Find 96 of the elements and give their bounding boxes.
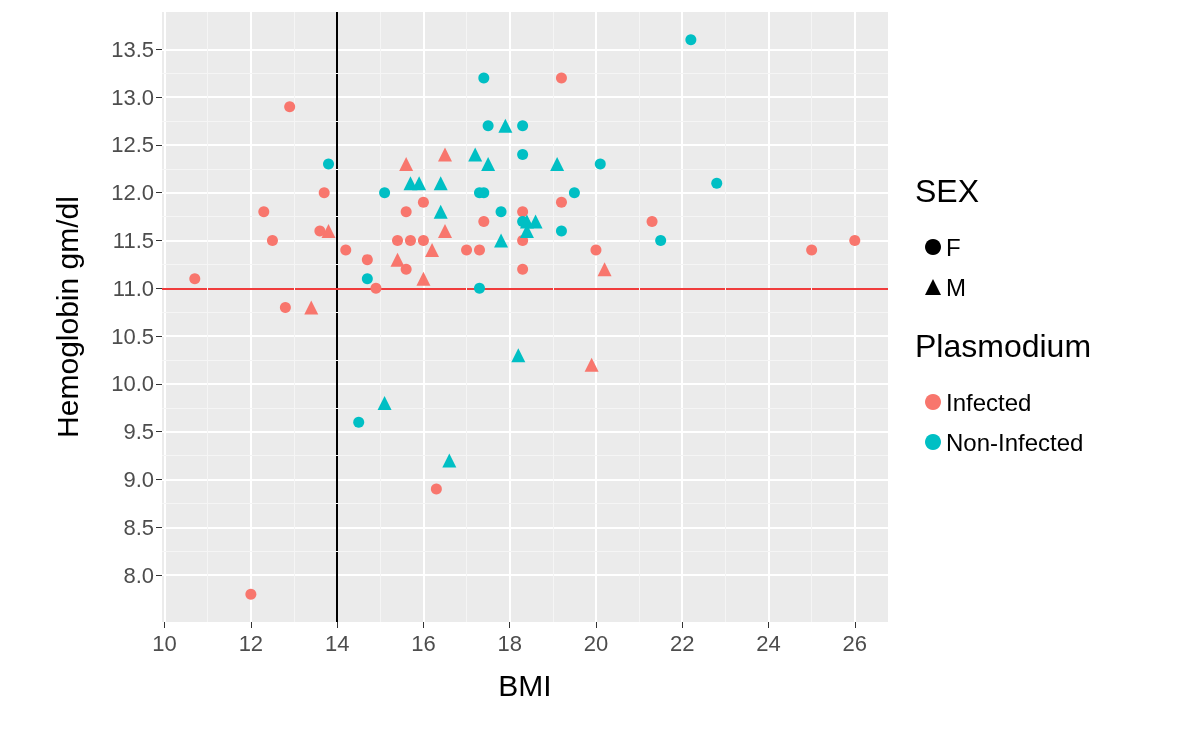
x-tick-label: 10 bbox=[152, 630, 177, 656]
point bbox=[517, 148, 529, 160]
y-tick-label: 10.5 bbox=[111, 323, 154, 349]
point bbox=[412, 176, 427, 191]
point bbox=[266, 235, 278, 247]
point bbox=[258, 206, 270, 218]
y-tick-label: 11.0 bbox=[112, 275, 154, 301]
point bbox=[474, 282, 485, 294]
point bbox=[400, 263, 412, 275]
point bbox=[528, 214, 543, 229]
point bbox=[478, 215, 490, 227]
point bbox=[433, 176, 448, 191]
x-tick-label: 18 bbox=[497, 630, 522, 656]
text: Plasmodium bbox=[915, 328, 1092, 364]
point bbox=[711, 177, 723, 189]
point bbox=[279, 301, 291, 313]
point bbox=[340, 244, 352, 256]
y-axis-title: Hemoglobin gm/dl bbox=[50, 196, 84, 438]
y-tick-label: 12.5 bbox=[111, 132, 154, 158]
x-tick-label: 16 bbox=[411, 630, 436, 656]
point bbox=[482, 120, 494, 132]
point bbox=[390, 252, 405, 267]
legend-label: M bbox=[946, 273, 966, 301]
point bbox=[481, 157, 496, 172]
x-tick-label: 24 bbox=[756, 630, 781, 656]
x-axis-title: BMI bbox=[498, 668, 552, 702]
point bbox=[433, 204, 448, 219]
point bbox=[245, 588, 257, 600]
point bbox=[597, 262, 612, 277]
point bbox=[685, 34, 697, 46]
point bbox=[323, 158, 335, 170]
point bbox=[517, 120, 529, 132]
y-tick-label: 11.5 bbox=[112, 228, 154, 254]
point bbox=[392, 235, 404, 247]
point bbox=[568, 187, 580, 199]
point bbox=[555, 225, 567, 237]
point bbox=[555, 196, 567, 208]
x-tick-label: 22 bbox=[669, 630, 695, 656]
x-tick-label: 20 bbox=[583, 630, 609, 656]
point bbox=[416, 271, 431, 286]
point bbox=[442, 453, 457, 468]
x-tick-label: 26 bbox=[842, 630, 868, 656]
point bbox=[399, 157, 414, 172]
point bbox=[361, 254, 373, 266]
point bbox=[284, 101, 296, 113]
point bbox=[437, 223, 452, 238]
point bbox=[400, 206, 412, 218]
point bbox=[555, 72, 567, 84]
y-tick-label: 12.0 bbox=[111, 180, 154, 206]
point bbox=[594, 158, 606, 170]
point bbox=[511, 348, 526, 363]
point bbox=[646, 215, 658, 227]
point bbox=[849, 235, 861, 247]
point bbox=[806, 244, 818, 256]
point bbox=[314, 225, 326, 237]
point bbox=[304, 300, 319, 315]
y-tick-label: 13.5 bbox=[111, 36, 154, 62]
point bbox=[495, 206, 507, 218]
point bbox=[550, 157, 565, 172]
x-tick-label: 12 bbox=[238, 630, 264, 656]
y-tick-label: 9.0 bbox=[123, 467, 154, 493]
point bbox=[461, 244, 473, 256]
point bbox=[468, 147, 483, 162]
y-tick-label: 10.0 bbox=[111, 371, 154, 397]
point bbox=[370, 282, 382, 294]
point bbox=[321, 223, 336, 238]
point bbox=[474, 244, 485, 256]
point bbox=[517, 206, 529, 218]
point bbox=[353, 416, 365, 428]
point bbox=[478, 72, 490, 84]
point bbox=[318, 187, 330, 199]
x-tick-label: 14 bbox=[324, 630, 350, 656]
point bbox=[498, 118, 513, 133]
point bbox=[189, 273, 201, 285]
legend-label: Infected bbox=[946, 388, 1032, 416]
legend-title: SEX bbox=[915, 173, 980, 209]
point bbox=[590, 244, 602, 256]
point bbox=[417, 235, 429, 247]
point bbox=[437, 147, 452, 162]
point bbox=[417, 196, 429, 208]
point bbox=[517, 263, 529, 275]
point bbox=[584, 357, 599, 372]
point bbox=[379, 187, 391, 199]
point bbox=[361, 273, 373, 285]
point bbox=[430, 483, 442, 495]
y-tick-label: 8.5 bbox=[123, 514, 154, 540]
point bbox=[655, 235, 667, 247]
legend-label: F bbox=[946, 233, 961, 261]
y-tick-label: 13.0 bbox=[111, 84, 154, 110]
legend-label: Non-Infected bbox=[946, 428, 1084, 456]
point bbox=[377, 396, 392, 411]
y-tick-label: 8.0 bbox=[123, 562, 154, 588]
point bbox=[494, 233, 509, 248]
y-tick-label: 9.5 bbox=[123, 419, 154, 445]
point bbox=[404, 235, 416, 247]
point bbox=[425, 243, 440, 258]
